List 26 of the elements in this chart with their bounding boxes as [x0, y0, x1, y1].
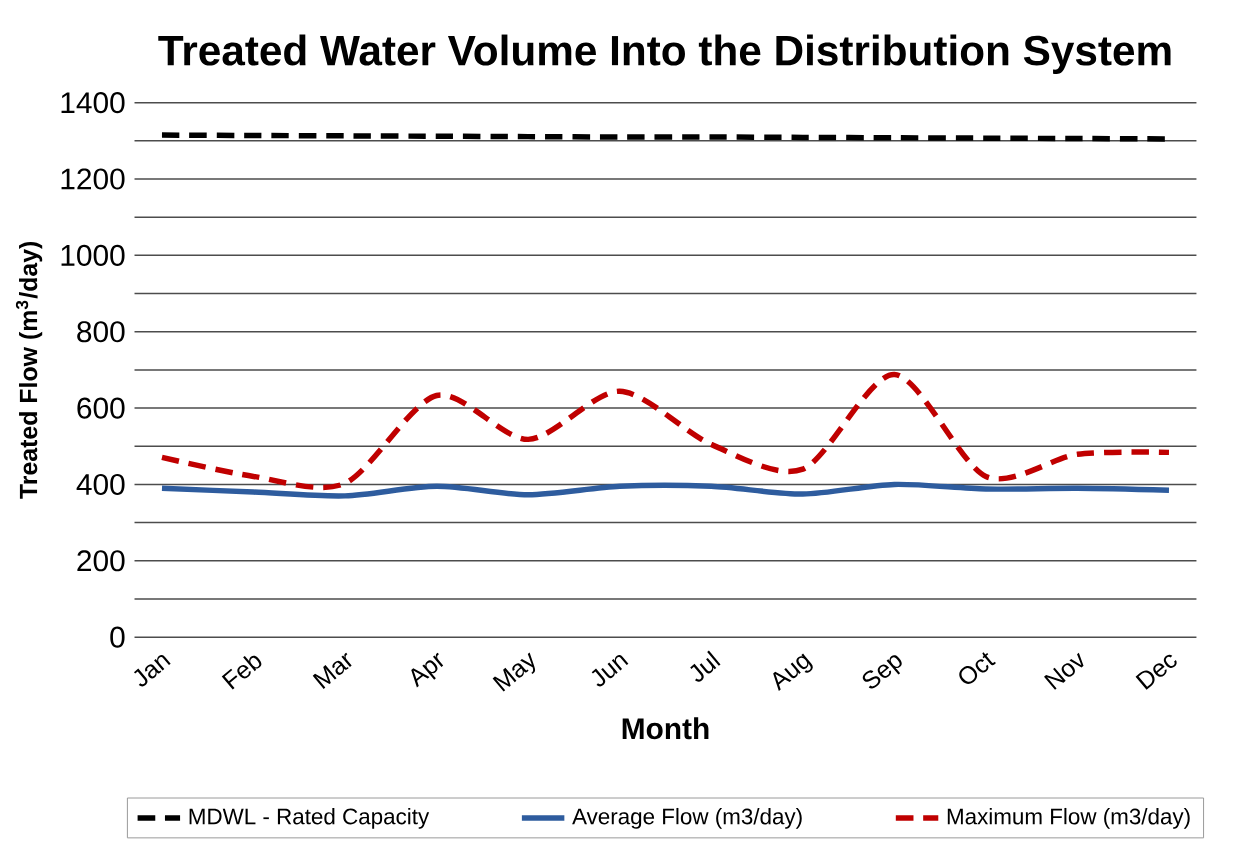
chart-title: Treated Water Volume Into the Distribution System — [158, 34, 1171, 74]
x-tick-label: Nov — [1044, 652, 1084, 690]
x-tick-label: Jul — [690, 650, 721, 682]
x-axis-title: Month — [622, 717, 709, 740]
y-tick-label: 0 — [110, 626, 125, 648]
x-tick-label: Dec — [1135, 654, 1177, 690]
x-tick-label: Oct — [959, 652, 996, 684]
x-tick-label: Sep — [862, 655, 902, 689]
y-axis-title: Treated Flow (m$^{3}$/day) — [15, 241, 43, 499]
y-tick-label: 200 — [77, 550, 125, 572]
y-tick-label: 800 — [77, 321, 125, 343]
x-tick-label: Apr — [411, 652, 444, 688]
x-tick-label: May — [492, 652, 536, 692]
x-tick-label: Jan — [133, 654, 171, 687]
legend-label: Maximum Flow (m3/day) — [947, 807, 1190, 829]
x-tick-label: Feb — [221, 655, 262, 690]
x-tick-label: Mar — [312, 652, 352, 689]
legend-label: MDWL - Rated Capacity — [189, 807, 430, 829]
y-tick-label: 1400 — [61, 92, 125, 114]
legend-label: Average Flow (m3/day) — [572, 807, 802, 829]
y-tick-label: 1000 — [61, 244, 125, 266]
y-tick-label: 1200 — [61, 168, 125, 190]
x-tick-label: Aug — [773, 653, 813, 692]
x-tick-label: Jun — [591, 654, 629, 687]
y-tick-label: 600 — [77, 397, 125, 419]
y-tick-label: 400 — [76, 473, 125, 495]
